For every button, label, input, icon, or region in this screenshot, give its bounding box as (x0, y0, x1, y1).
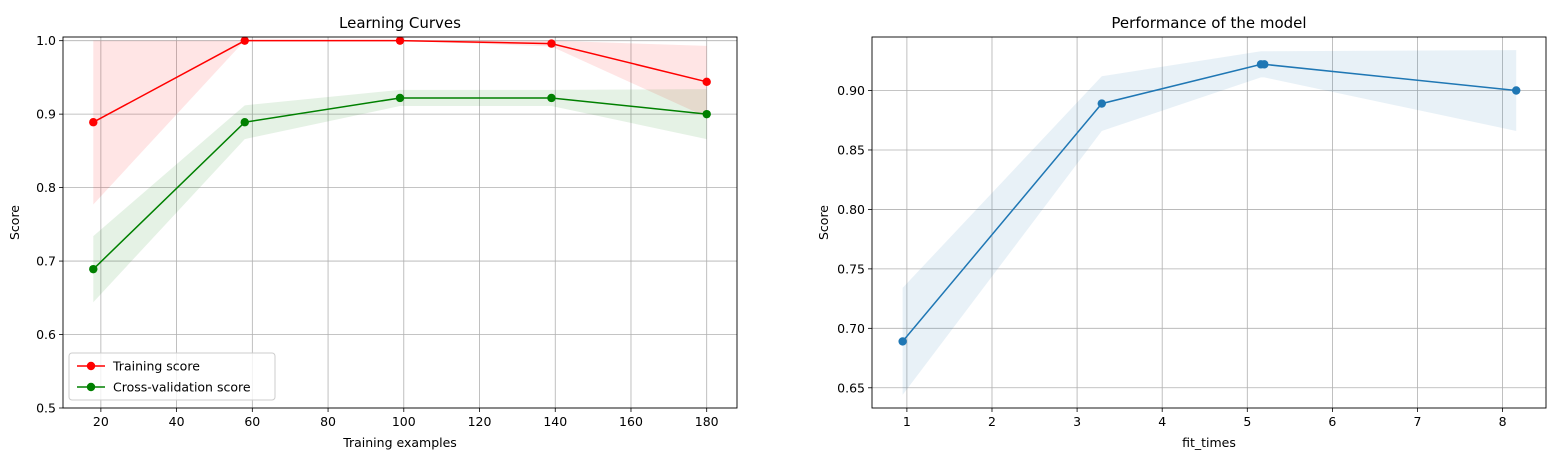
data-point (395, 36, 405, 45)
x-tick-label: 8 (1499, 414, 1507, 429)
axes-frame (871, 36, 1547, 409)
data-point (1260, 60, 1269, 69)
x-tick-label: 180 (695, 414, 719, 429)
performance-panel: 1 2 3 4 5 6 7 8 0.65 0.70 0.75 0.80 0.85 0.90 Performa… (816, 14, 1547, 450)
learning-curves-panel: 20 40 60 80 100 120 140 160 180 0.5 0.6 0.7 0.8 0.9 1.… (7, 14, 738, 450)
legend-marker (86, 382, 96, 392)
x-axis-label: Training examples (342, 435, 457, 450)
data-point (89, 264, 98, 274)
data-point (240, 36, 249, 45)
x-tick-label: 60 (244, 414, 260, 429)
x-tick-label: 160 (619, 414, 643, 429)
axes-frame (62, 36, 738, 409)
y-axis-label: Score (816, 205, 831, 240)
y-tick-label: 0.8 (36, 180, 56, 195)
y-tick-label: 0.90 (837, 83, 865, 98)
y-tick-label: 0.7 (36, 254, 56, 269)
data-point (547, 93, 556, 103)
data-point (547, 39, 556, 48)
data-point (1097, 99, 1106, 108)
x-tick-label: 7 (1414, 414, 1422, 429)
x-tick-label: 2 (988, 414, 996, 429)
y-tick-label: 0.75 (837, 261, 865, 276)
data-point (1512, 86, 1521, 95)
legend-label: Cross-validation score (113, 380, 251, 395)
x-tick-label: 80 (320, 414, 336, 429)
x-tick-label: 6 (1328, 414, 1336, 429)
chart-title: Learning Curves (339, 14, 461, 32)
y-tick-label: 1.0 (36, 33, 56, 48)
data-point (240, 118, 249, 127)
confidence-band (902, 50, 1517, 395)
data-point (702, 77, 711, 87)
confidence-band (93, 89, 707, 303)
data-point (395, 93, 405, 103)
chart-title: Performance of the model (1111, 14, 1306, 32)
y-tick-label: 0.6 (36, 327, 56, 342)
y-tick-label: 0.65 (837, 380, 865, 395)
x-axis-label: fit_times (1182, 435, 1236, 450)
y-tick-label: 0.5 (36, 401, 56, 416)
y-tick-label: 0.9 (36, 107, 56, 122)
confidence-band (93, 40, 707, 205)
data-point (898, 337, 907, 346)
x-tick-label: 140 (543, 414, 567, 429)
y-axis-label: Score (7, 205, 22, 240)
x-tick-label: 40 (169, 414, 185, 429)
x-tick-label: 3 (1073, 414, 1081, 429)
x-tick-label: 1 (903, 414, 911, 429)
legend-box (68, 352, 276, 401)
y-tick-label: 0.85 (837, 142, 865, 157)
data-point (89, 118, 98, 127)
legend-label: Training score (112, 359, 200, 374)
x-tick-label: 20 (93, 414, 109, 429)
x-tick-label: 4 (1158, 414, 1166, 429)
x-tick-label: 5 (1243, 414, 1251, 429)
x-tick-label: 100 (392, 414, 416, 429)
y-tick-label: 0.70 (837, 321, 865, 336)
data-point (702, 109, 711, 119)
legend-marker (86, 361, 96, 371)
y-tick-label: 0.80 (837, 202, 865, 217)
x-tick-label: 120 (468, 414, 492, 429)
